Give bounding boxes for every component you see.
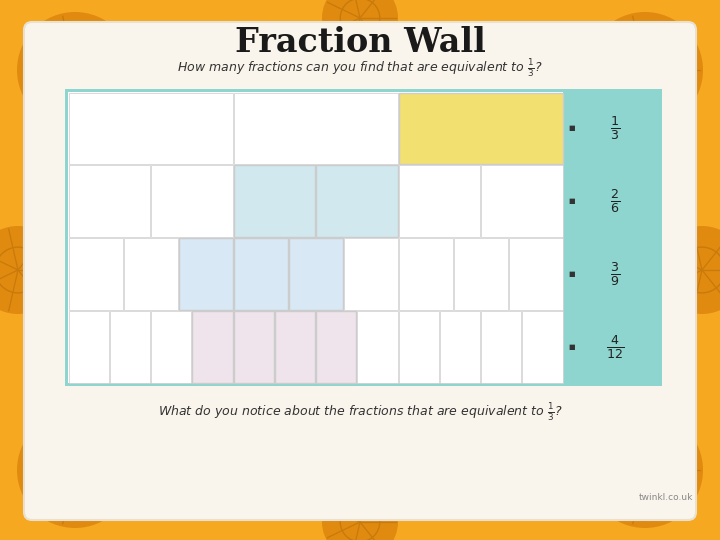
Bar [398, 92, 562, 164]
Bar [233, 238, 287, 310]
Bar [233, 92, 397, 164]
Circle shape [587, 412, 703, 528]
Bar [151, 310, 192, 382]
Bar [124, 238, 178, 310]
Bar [233, 310, 274, 382]
Bar [440, 310, 480, 382]
Text: ■: ■ [568, 271, 575, 277]
Circle shape [17, 12, 133, 128]
Text: ■: ■ [568, 198, 575, 204]
Bar [179, 238, 233, 310]
Text: Fraction Wall: Fraction Wall [235, 25, 485, 58]
Circle shape [17, 412, 133, 528]
Text: $\frac{4}{12}$: $\frac{4}{12}$ [606, 333, 624, 361]
Text: How many fractions can you find that are equivalent to $\frac{1}{3}$?: How many fractions can you find that are… [177, 57, 543, 79]
Bar [68, 238, 122, 310]
Bar [316, 165, 397, 237]
Bar [151, 165, 233, 237]
Circle shape [322, 484, 398, 540]
Bar [343, 238, 397, 310]
Text: What do you notice about the fractions that are equivalent to $\frac{1}{3}$?: What do you notice about the fractions t… [158, 401, 562, 423]
Text: $\frac{3}{9}$: $\frac{3}{9}$ [610, 260, 620, 288]
FancyBboxPatch shape [24, 22, 696, 520]
Bar [398, 310, 438, 382]
Text: ■: ■ [568, 343, 575, 349]
Bar [508, 238, 562, 310]
Bar [275, 310, 315, 382]
Bar [192, 310, 233, 382]
Bar [289, 238, 343, 310]
Bar [68, 310, 109, 382]
Bar [481, 165, 562, 237]
Bar [65, 89, 662, 386]
Text: $\frac{2}{6}$: $\frac{2}{6}$ [610, 187, 620, 215]
Text: $\frac{1}{3}$: $\frac{1}{3}$ [610, 114, 620, 143]
Bar [109, 310, 150, 382]
Text: ■: ■ [568, 125, 575, 131]
Circle shape [658, 226, 720, 314]
Circle shape [587, 12, 703, 128]
Bar [481, 310, 521, 382]
Bar [522, 310, 562, 382]
Circle shape [322, 0, 398, 56]
Bar [233, 165, 315, 237]
Bar [68, 165, 150, 237]
Text: twinkl.co.uk: twinkl.co.uk [639, 493, 693, 502]
Bar [316, 310, 356, 382]
Bar [454, 238, 508, 310]
Bar [68, 92, 233, 164]
Bar [357, 310, 397, 382]
Bar [398, 165, 480, 237]
Bar [398, 238, 452, 310]
Bar [68, 92, 563, 383]
Circle shape [0, 226, 62, 314]
